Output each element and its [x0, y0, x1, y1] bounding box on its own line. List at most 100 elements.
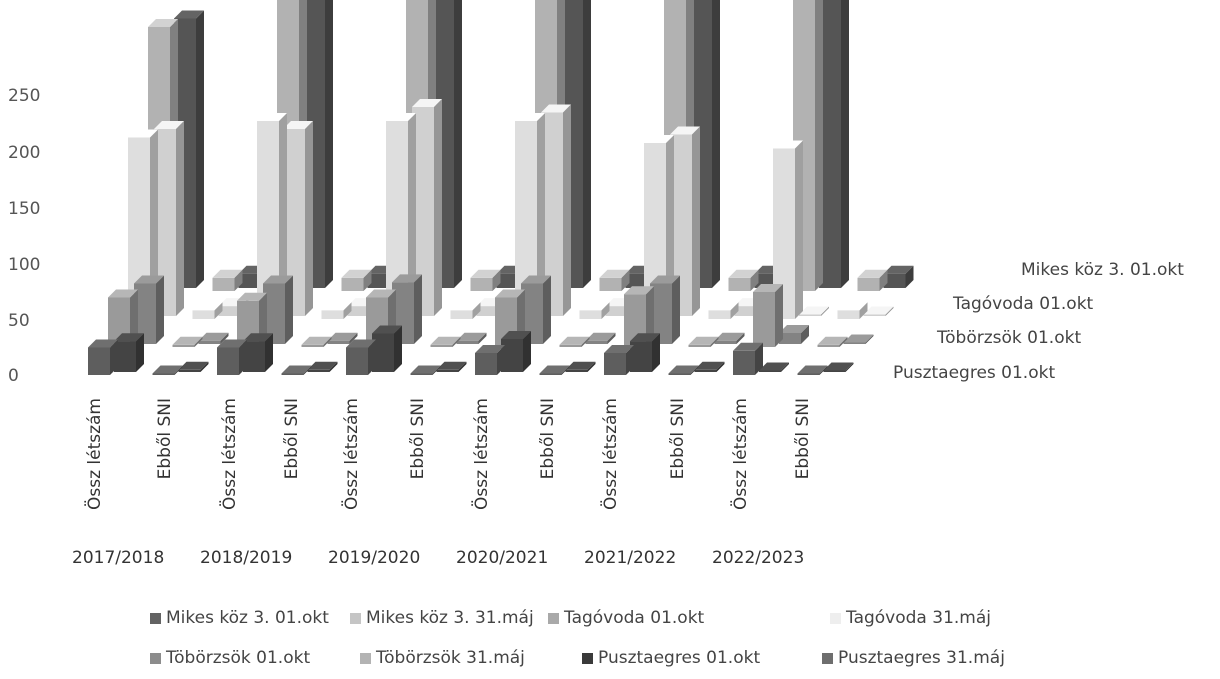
y-tick-label: 150: [8, 199, 40, 219]
year-label: 2019/2020: [328, 548, 420, 568]
bar: [819, 0, 849, 288]
bar: [728, 269, 759, 291]
legend-swatch: [830, 612, 841, 624]
bar: [198, 332, 229, 344]
category-label: Ebből SNI: [282, 398, 302, 479]
depth-label: Pusztaegres 01.okt: [893, 363, 1055, 383]
bar: [579, 302, 610, 319]
depth-label: Mikes köz 3. 01.okt: [1021, 260, 1184, 280]
bar: [341, 269, 372, 291]
category-label: Ebből SNI: [155, 398, 175, 479]
legend-label: Töbörzsök 01.okt: [166, 648, 311, 668]
bar: [863, 306, 894, 316]
bar: [843, 334, 874, 344]
bar: [599, 269, 630, 291]
y-tick-label: 0: [8, 366, 19, 386]
bar: [797, 365, 828, 375]
bar: [823, 362, 854, 372]
category-label: Össz létszám: [83, 398, 105, 510]
bar: [386, 113, 416, 319]
legend-label: Mikes köz 3. 31.máj: [366, 608, 534, 628]
bar: [515, 113, 545, 319]
bar: [501, 331, 531, 372]
bar: [154, 121, 184, 316]
bar: [301, 336, 332, 347]
bar: [668, 365, 699, 375]
bar: [470, 269, 501, 291]
bar: [565, 361, 596, 372]
bar: [152, 365, 183, 375]
legend-swatch: [548, 612, 559, 624]
bar: [688, 336, 719, 347]
bar: [708, 302, 739, 319]
legend: Mikes köz 3. 01.okt Mikes köz 3. 31.máj Ta…: [150, 598, 1070, 678]
bar: [773, 140, 803, 319]
legend-swatch: [350, 612, 361, 624]
bar: [134, 275, 164, 344]
bar: [217, 339, 247, 375]
bar: [837, 302, 868, 319]
legend-swatch: [822, 652, 833, 664]
legend-row: Mikes köz 3. 01.okt Mikes köz 3. 31.máj Ta…: [150, 598, 1070, 638]
bar: [114, 333, 144, 372]
bar: [212, 269, 243, 291]
bar: [559, 336, 590, 347]
legend-item: Mikes köz 3. 31.máj: [350, 608, 534, 628]
bar: [475, 345, 505, 375]
bar: [817, 336, 848, 347]
bar: [281, 365, 312, 375]
bar: [88, 339, 118, 375]
bar: [257, 113, 287, 319]
bar: [539, 365, 570, 375]
bar: [243, 333, 273, 372]
bars: [88, 0, 914, 375]
bar: [630, 333, 660, 372]
bar: [327, 332, 358, 344]
bar: [307, 361, 338, 372]
category-labels: Össz létszám Ebből SNI Össz létszám Ebből S…: [83, 398, 813, 510]
category-label: Ebből SNI: [668, 398, 688, 479]
bar: [128, 129, 158, 319]
y-tick-label: 50: [8, 311, 30, 331]
bar: [321, 302, 352, 319]
category-label: Össz létszám: [340, 398, 362, 510]
bar: [585, 332, 616, 344]
legend-label: Pusztaegres 01.okt: [598, 648, 761, 668]
bar: [450, 302, 481, 319]
legend-item: Mikes köz 3. 01.okt: [150, 608, 329, 628]
bar: [779, 325, 809, 344]
year-label: 2021/2022: [584, 548, 676, 568]
bar: [733, 342, 763, 375]
bar: [857, 269, 888, 291]
legend-swatch: [150, 652, 161, 664]
category-label: Össz létszám: [599, 398, 621, 510]
bar: [521, 275, 551, 344]
legend-item: Töbörzsök 01.okt: [150, 648, 310, 668]
legend-item: Tagóvoda 31.máj: [830, 608, 991, 628]
legend-item: Pusztaegres 01.okt: [582, 648, 760, 668]
legend-row: Töbörzsök 01.okt Töbörzsök 31.máj Pusztaeg…: [150, 638, 1070, 678]
category-label: Ebből SNI: [793, 398, 813, 479]
bar: [346, 339, 376, 375]
bar: [430, 336, 461, 347]
year-label: 2018/2019: [200, 548, 292, 568]
bar: [541, 104, 571, 316]
legend-swatch: [150, 612, 161, 624]
bar: [714, 332, 745, 344]
legend-label: Tagóvoda 31.máj: [846, 608, 991, 628]
bar: [436, 361, 467, 372]
bar: [192, 302, 223, 319]
bar: [759, 362, 789, 372]
legend-label: Pusztaegres 31.máj: [838, 648, 1005, 668]
y-tick-label: 200: [8, 143, 40, 163]
legend-swatch: [360, 652, 371, 664]
year-labels: 2017/2018 2018/2019 2019/2020 2020/2021 2021…: [72, 548, 804, 568]
y-axis: 0 50 100 150 200 250: [8, 86, 40, 386]
bar: [456, 332, 487, 344]
legend-label: Mikes köz 3. 01.okt: [166, 608, 329, 628]
y-tick-label: 250: [8, 86, 40, 106]
bar: [753, 284, 783, 347]
bar: [883, 265, 914, 288]
year-label: 2022/2023: [712, 548, 804, 568]
